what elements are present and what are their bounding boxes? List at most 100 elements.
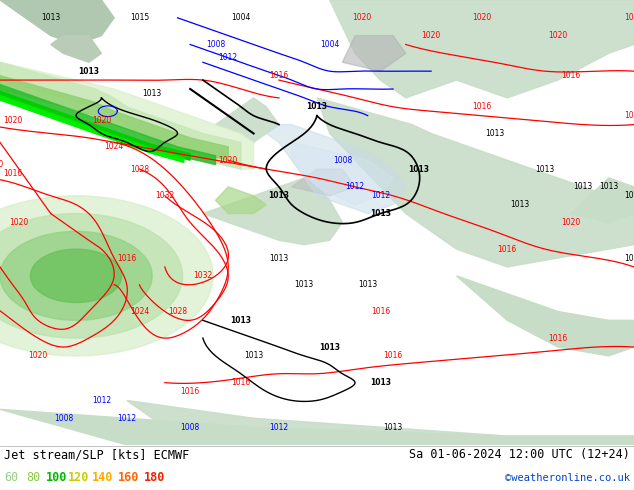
Text: 1013: 1013 xyxy=(295,280,314,289)
Text: 1020: 1020 xyxy=(10,218,29,227)
Polygon shape xyxy=(317,98,634,267)
Text: 120: 120 xyxy=(68,471,89,485)
Polygon shape xyxy=(203,178,342,245)
Text: 1008: 1008 xyxy=(181,422,200,432)
Text: 1020: 1020 xyxy=(3,116,22,124)
Polygon shape xyxy=(0,231,152,320)
Text: 1012: 1012 xyxy=(219,53,238,62)
Polygon shape xyxy=(216,187,266,214)
Text: 100: 100 xyxy=(46,471,67,485)
Text: 1015: 1015 xyxy=(130,13,149,23)
Text: 1008: 1008 xyxy=(333,156,352,165)
Text: 1020: 1020 xyxy=(472,13,491,23)
Polygon shape xyxy=(0,214,183,338)
Text: 1020: 1020 xyxy=(548,31,567,40)
Polygon shape xyxy=(342,36,406,71)
Text: 1024: 1024 xyxy=(130,307,149,316)
Polygon shape xyxy=(0,62,241,169)
Polygon shape xyxy=(51,36,101,62)
Polygon shape xyxy=(127,400,634,445)
Text: 1016: 1016 xyxy=(624,111,634,120)
Text: 1013: 1013 xyxy=(624,191,634,200)
Text: 1012: 1012 xyxy=(269,422,288,432)
Text: 1020: 1020 xyxy=(352,13,371,23)
Text: 1020: 1020 xyxy=(219,156,238,165)
Polygon shape xyxy=(330,0,634,98)
Text: 1020: 1020 xyxy=(0,160,3,169)
Text: 1012: 1012 xyxy=(371,191,390,200)
Text: 1016: 1016 xyxy=(181,387,200,396)
Text: 1032: 1032 xyxy=(193,271,212,280)
Text: 1013: 1013 xyxy=(358,280,377,289)
Polygon shape xyxy=(30,249,122,302)
Polygon shape xyxy=(0,196,213,356)
Polygon shape xyxy=(0,96,184,162)
Polygon shape xyxy=(456,276,634,356)
Text: 60: 60 xyxy=(4,471,18,485)
Text: 1016: 1016 xyxy=(231,378,250,387)
Text: 1008: 1008 xyxy=(54,414,73,423)
Text: 1020: 1020 xyxy=(29,351,48,361)
Text: 1013: 1013 xyxy=(41,13,60,23)
Text: 1016: 1016 xyxy=(269,71,288,80)
Text: 1004: 1004 xyxy=(320,40,339,49)
Polygon shape xyxy=(216,98,279,143)
Text: 1013: 1013 xyxy=(78,67,100,75)
Text: 1013: 1013 xyxy=(370,209,391,218)
Text: 1013: 1013 xyxy=(244,351,263,361)
Text: 1016: 1016 xyxy=(561,71,580,80)
Text: 1013: 1013 xyxy=(319,343,340,351)
Text: 1004: 1004 xyxy=(231,13,250,23)
Text: 1016: 1016 xyxy=(472,102,491,111)
Text: 1016: 1016 xyxy=(117,253,136,263)
Text: 180: 180 xyxy=(144,471,165,485)
Polygon shape xyxy=(0,0,114,45)
Text: 1008: 1008 xyxy=(206,40,225,49)
Text: 1028: 1028 xyxy=(168,307,187,316)
Polygon shape xyxy=(292,169,355,196)
Text: 1013: 1013 xyxy=(384,422,403,432)
Text: ©weatheronline.co.uk: ©weatheronline.co.uk xyxy=(505,473,630,483)
Text: 1013: 1013 xyxy=(268,191,290,200)
Text: 1016: 1016 xyxy=(384,351,403,361)
Text: 1024: 1024 xyxy=(105,142,124,151)
Polygon shape xyxy=(0,91,190,160)
Polygon shape xyxy=(0,85,216,165)
Text: 160: 160 xyxy=(118,471,139,485)
Text: 1013: 1013 xyxy=(485,129,504,138)
Polygon shape xyxy=(266,124,406,214)
Text: 1016: 1016 xyxy=(548,334,567,343)
Polygon shape xyxy=(0,409,634,445)
Text: 1020: 1020 xyxy=(561,218,580,227)
Text: 1013: 1013 xyxy=(230,316,252,325)
Text: 1013: 1013 xyxy=(370,378,391,387)
Text: 1020: 1020 xyxy=(92,116,111,124)
Polygon shape xyxy=(0,75,228,160)
Text: 1032: 1032 xyxy=(155,191,174,200)
Text: 1020: 1020 xyxy=(624,13,634,23)
Text: 1012: 1012 xyxy=(346,182,365,192)
Text: 80: 80 xyxy=(26,471,40,485)
Polygon shape xyxy=(0,62,254,169)
Text: 1013: 1013 xyxy=(599,182,618,192)
Text: Sa 01-06-2024 12:00 UTC (12+24): Sa 01-06-2024 12:00 UTC (12+24) xyxy=(409,448,630,462)
Text: 1016: 1016 xyxy=(371,307,390,316)
Text: 1013: 1013 xyxy=(624,253,634,263)
Text: 1013: 1013 xyxy=(306,102,328,111)
Text: 1016: 1016 xyxy=(3,169,22,178)
Text: Jet stream/SLP [kts] ECMWF: Jet stream/SLP [kts] ECMWF xyxy=(4,448,190,462)
Text: 1013: 1013 xyxy=(408,165,429,173)
Text: 1016: 1016 xyxy=(498,245,517,254)
Text: 1013: 1013 xyxy=(574,182,593,192)
Text: 1013: 1013 xyxy=(269,253,288,263)
Text: 1012: 1012 xyxy=(117,414,136,423)
Text: 1020: 1020 xyxy=(422,31,441,40)
Polygon shape xyxy=(292,143,393,205)
Text: 1012: 1012 xyxy=(92,396,111,405)
Text: 140: 140 xyxy=(92,471,113,485)
Text: 1013: 1013 xyxy=(143,89,162,98)
Polygon shape xyxy=(571,178,634,222)
Text: 1013: 1013 xyxy=(536,165,555,173)
Text: 1013: 1013 xyxy=(510,200,529,209)
Text: 1028: 1028 xyxy=(130,165,149,173)
